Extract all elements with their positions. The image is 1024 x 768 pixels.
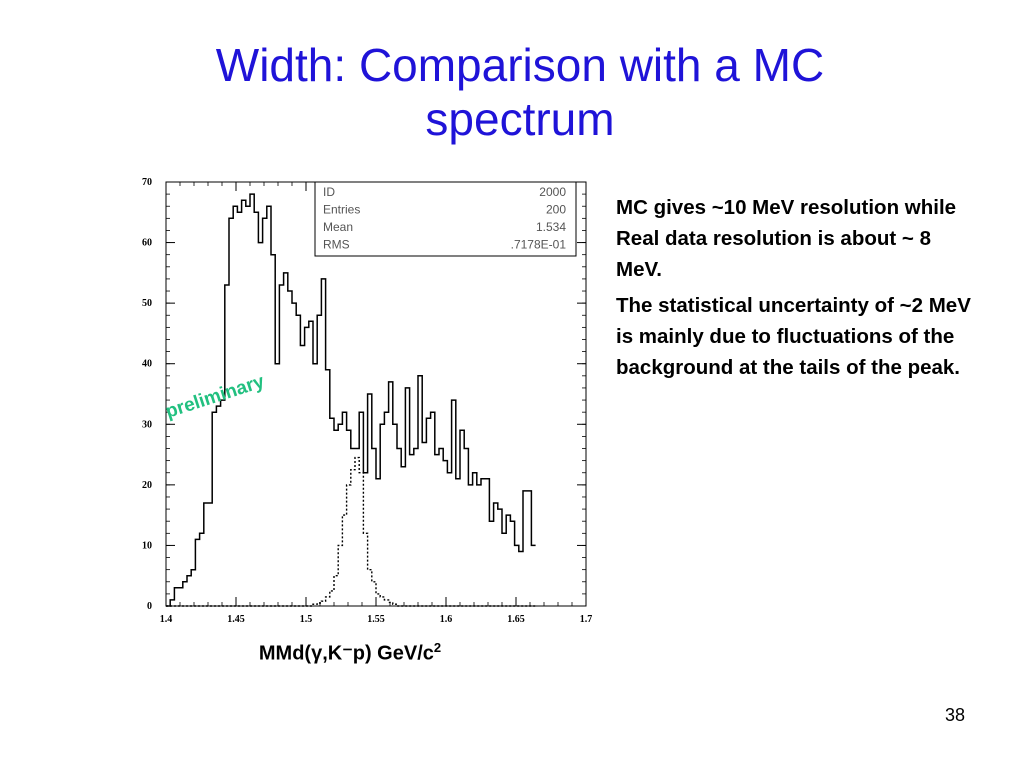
y-tick-label: 60 [142, 238, 152, 249]
stats-value: 2000 [539, 185, 566, 199]
histogram-svg: 1.4 1.45 1.5 1.55 1.6 1.65 1.7 0 10 20 30 40 50 60 70 I… [142, 177, 593, 625]
y-tick-label: 10 [142, 540, 152, 551]
x-tick-label: 1.6 [440, 614, 453, 625]
y-tick-label: 40 [142, 359, 152, 370]
x-tick-label: 1.5 [300, 614, 313, 625]
x-axis-caption: MMd(γ,K⁻p) GeV/c2 [200, 640, 500, 666]
x-axis-caption-superscript: 2 [433, 640, 442, 655]
data-histogram-line [166, 193, 536, 607]
side-text-paragraph-2: The statistical uncertainty of ~2 MeV is… [616, 294, 971, 379]
histogram-plot: 1.4 1.45 1.5 1.55 1.6 1.65 1.7 0 10 20 30 40 50 60 70 I… [130, 175, 600, 635]
y-tick-label: 70 [142, 177, 152, 188]
x-tick-label: 1.55 [367, 614, 385, 625]
stats-value: .7178E-01 [511, 238, 567, 252]
stats-value: 1.534 [536, 220, 566, 234]
page-number: 38 [944, 705, 965, 725]
title-line-1: Width: Comparison with a MC [215, 39, 825, 91]
side-text-box: MC gives ~10 MeV resolution while Real d… [616, 193, 981, 390]
x-tick-label: 1.4 [160, 614, 173, 625]
title-line-2: spectrum [425, 93, 615, 146]
y-tick-label: 20 [142, 480, 152, 491]
slide-title: Width: Comparison with a MC spectrum [120, 38, 920, 147]
stats-value: 200 [546, 203, 566, 217]
stats-label: RMS [323, 238, 350, 252]
mc-histogram-line [166, 456, 536, 607]
preliminary-watermark: preliminary [163, 371, 267, 423]
x-tick-label: 1.45 [227, 614, 245, 625]
stats-label: ID [323, 185, 335, 199]
y-tick-label: 50 [142, 298, 152, 309]
x-axis-caption-text: MMd(γ,K⁻p) GeV/c [258, 642, 434, 665]
y-tick-label: 0 [147, 601, 152, 612]
x-tick-label: 1.7 [580, 614, 593, 625]
x-tick-label: 1.65 [507, 614, 525, 625]
stats-label: Entries [323, 203, 360, 217]
side-text-paragraph-1: MC gives ~10 MeV resolution while Real d… [616, 196, 957, 281]
stats-box [314, 181, 577, 257]
y-tick-label: 30 [142, 419, 152, 430]
stats-label: Mean [323, 220, 353, 234]
